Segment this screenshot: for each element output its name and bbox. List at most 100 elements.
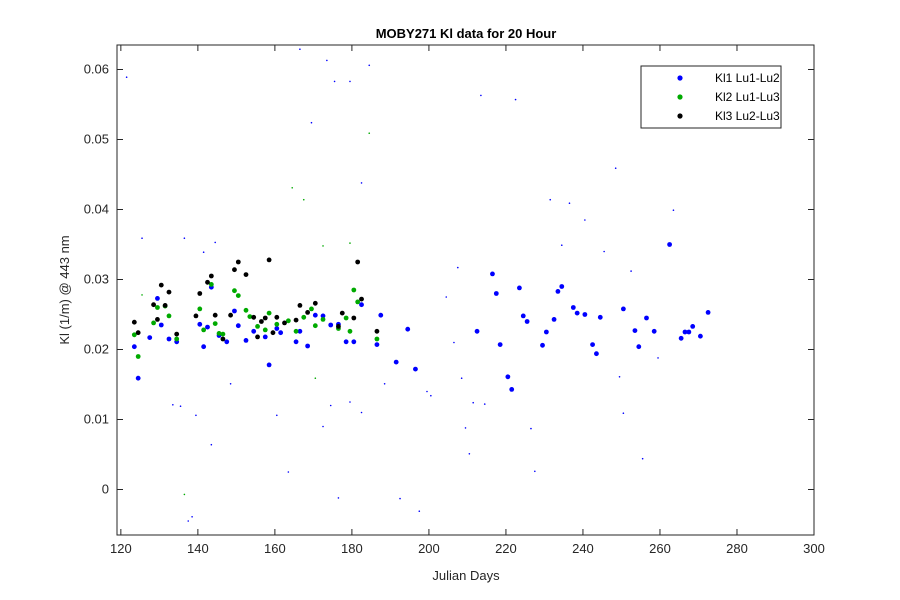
outlier-point <box>291 187 294 189</box>
data-point-series-1 <box>293 339 299 345</box>
outlier-point <box>141 237 143 239</box>
data-point-series-1 <box>297 328 303 334</box>
y-tick-label: 0.02 <box>84 342 109 357</box>
data-point-series-3 <box>151 302 156 308</box>
data-point-series-2 <box>201 327 207 333</box>
data-point-series-2 <box>262 327 268 333</box>
data-point-series-3 <box>262 315 268 321</box>
data-point-series-1 <box>517 285 522 291</box>
outlier-point <box>464 427 467 429</box>
data-point-series-2 <box>247 314 253 319</box>
data-point-series-1 <box>251 328 257 334</box>
outlier-point <box>657 357 659 359</box>
data-point-series-1 <box>555 289 561 294</box>
data-point-series-3 <box>220 336 226 342</box>
data-point-series-1 <box>205 324 210 330</box>
data-point-series-1 <box>690 324 696 329</box>
y-tick-label: 0.06 <box>84 62 109 77</box>
outlier-point <box>337 497 340 499</box>
data-point-series-3 <box>351 315 357 321</box>
outlier-point <box>534 470 536 473</box>
data-point-series-3 <box>259 319 264 324</box>
data-point-series-1 <box>201 344 207 350</box>
data-point-series-1 <box>374 342 380 347</box>
data-point-series-3 <box>336 324 341 329</box>
x-tick-label: 120 <box>110 541 132 556</box>
data-point-series-1 <box>405 326 411 332</box>
data-point-series-1 <box>158 322 164 328</box>
data-point-series-2 <box>216 331 222 336</box>
data-point-series-1 <box>651 328 657 334</box>
outlier-point <box>349 242 351 244</box>
data-point-series-1 <box>393 359 399 365</box>
data-point-series-3 <box>212 312 218 318</box>
x-axis-label: Julian Days <box>432 568 500 583</box>
data-point-series-3 <box>131 319 137 325</box>
x-tick-label: 280 <box>726 541 748 556</box>
data-point-series-1 <box>590 342 595 347</box>
data-point-series-1 <box>135 375 141 381</box>
data-point-series-1 <box>509 387 515 392</box>
outlier-point <box>618 376 621 378</box>
y-axis-label: Kl (1/m) @ 443 nm <box>57 235 72 344</box>
outlier-point <box>549 198 552 201</box>
outlier-point <box>426 390 428 393</box>
outlier-point <box>460 377 463 380</box>
outlier-point <box>322 425 324 428</box>
outlier-point <box>641 457 644 460</box>
data-point-series-2 <box>197 306 203 312</box>
data-point-series-2 <box>235 293 241 298</box>
data-point-series-2 <box>374 336 380 342</box>
data-point-series-2 <box>208 282 214 287</box>
data-point-series-1 <box>359 302 364 308</box>
data-point-series-2 <box>155 305 160 310</box>
legend-box <box>640 65 782 129</box>
data-point-series-1 <box>235 323 241 329</box>
data-point-series-3 <box>274 314 280 320</box>
outlier-point <box>383 383 386 385</box>
legend-label-kl2: Kl2 Lu1-Lu3 <box>715 90 780 104</box>
data-point-series-1 <box>266 362 272 368</box>
outlier-point <box>360 411 363 414</box>
outlier-point <box>214 241 216 244</box>
data-point-series-3 <box>162 303 168 308</box>
outlier-point <box>202 251 205 253</box>
outlier-point <box>418 510 421 512</box>
data-point-series-2 <box>232 288 237 294</box>
y-tick-label: 0.03 <box>84 272 109 287</box>
data-point-series-3 <box>205 279 210 285</box>
data-point-series-2 <box>131 332 137 338</box>
data-point-series-1 <box>312 312 318 318</box>
data-point-series-1 <box>520 313 526 319</box>
x-tick-label: 240 <box>572 541 594 556</box>
outlier-point <box>445 296 448 298</box>
legend-label-kl3: Kl3 Lu2-Lu3 <box>715 109 780 123</box>
data-point-series-2 <box>266 310 272 316</box>
data-point-series-3 <box>305 310 311 315</box>
data-point-series-3 <box>174 331 180 337</box>
data-point-series-1 <box>505 374 511 380</box>
data-point-series-2 <box>309 306 314 312</box>
data-point-series-1 <box>540 342 545 348</box>
data-point-series-3 <box>228 312 233 318</box>
outlier-point <box>480 94 482 97</box>
data-point-series-3 <box>293 317 299 323</box>
outlier-point <box>299 48 301 50</box>
data-point-series-1 <box>582 312 588 317</box>
data-point-series-1 <box>524 319 530 324</box>
data-point-series-2 <box>312 323 318 329</box>
outlier-point <box>329 404 332 407</box>
legend-marker-kl1 <box>677 75 683 81</box>
outlier-point <box>468 453 471 455</box>
axis-ticks: 120 140 160 180 200 220 240 260 280 300 0 0.01 0.02 0… <box>84 45 825 556</box>
outlier-point <box>349 401 351 403</box>
data-point-series-2 <box>220 331 226 337</box>
data-point-series-1 <box>543 329 549 335</box>
data-point-series-1 <box>597 314 603 320</box>
outlier-point <box>514 98 517 101</box>
outlier-point <box>183 493 186 496</box>
data-point-series-3 <box>208 273 214 279</box>
x-tick-label: 180 <box>341 541 363 556</box>
data-point-series-1 <box>232 308 237 314</box>
